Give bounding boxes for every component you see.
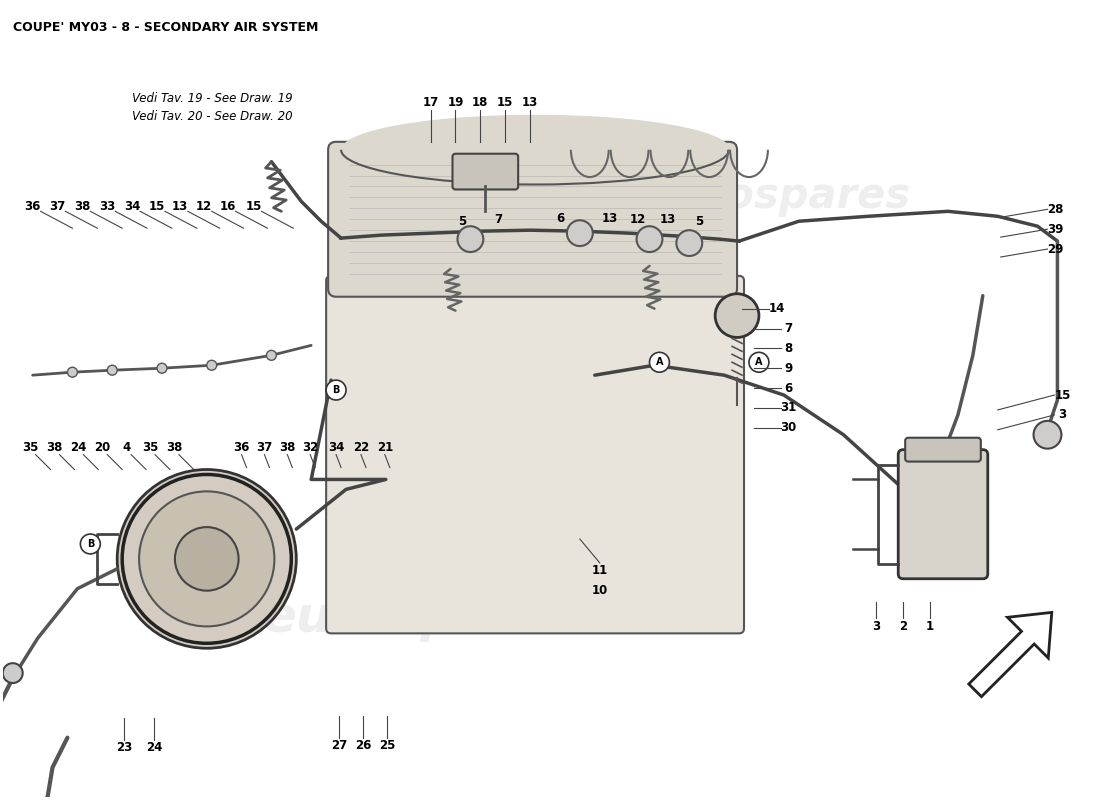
Text: Vedi Tav. 19 - See Draw. 19: Vedi Tav. 19 - See Draw. 19 bbox=[132, 92, 293, 105]
Circle shape bbox=[326, 380, 346, 400]
Text: 3: 3 bbox=[1058, 408, 1067, 422]
Circle shape bbox=[566, 220, 593, 246]
Circle shape bbox=[67, 367, 77, 377]
Text: 8: 8 bbox=[784, 342, 793, 355]
Text: 28: 28 bbox=[1047, 203, 1064, 216]
Text: 23: 23 bbox=[116, 741, 132, 754]
Text: 17: 17 bbox=[422, 95, 439, 109]
Text: 9: 9 bbox=[784, 362, 793, 374]
Circle shape bbox=[649, 352, 670, 372]
Text: 15: 15 bbox=[148, 200, 165, 213]
Text: 36: 36 bbox=[233, 441, 250, 454]
Text: 16: 16 bbox=[219, 200, 235, 213]
Text: 12: 12 bbox=[629, 213, 646, 226]
Text: 3: 3 bbox=[872, 620, 880, 633]
Text: 38: 38 bbox=[279, 441, 296, 454]
Circle shape bbox=[157, 363, 167, 373]
Text: 13: 13 bbox=[659, 213, 675, 226]
Text: 39: 39 bbox=[1047, 222, 1064, 236]
FancyBboxPatch shape bbox=[905, 438, 981, 462]
Text: eurospares: eurospares bbox=[263, 594, 579, 642]
Circle shape bbox=[175, 527, 239, 590]
Text: 30: 30 bbox=[781, 422, 796, 434]
Circle shape bbox=[715, 294, 759, 338]
Text: 38: 38 bbox=[46, 441, 63, 454]
FancyBboxPatch shape bbox=[326, 276, 744, 634]
Text: 11: 11 bbox=[592, 564, 608, 578]
Text: COUPE' MY03 - 8 - SECONDARY AIR SYSTEM: COUPE' MY03 - 8 - SECONDARY AIR SYSTEM bbox=[13, 21, 318, 34]
Circle shape bbox=[458, 226, 483, 252]
Text: 5: 5 bbox=[459, 214, 466, 228]
Text: 7: 7 bbox=[494, 213, 503, 226]
Text: 6: 6 bbox=[784, 382, 793, 394]
Text: 24: 24 bbox=[146, 741, 162, 754]
Circle shape bbox=[3, 663, 23, 683]
Text: 21: 21 bbox=[376, 441, 393, 454]
Text: 38: 38 bbox=[74, 200, 90, 213]
Text: 14: 14 bbox=[769, 302, 785, 315]
Circle shape bbox=[749, 352, 769, 372]
Text: 13: 13 bbox=[602, 212, 618, 225]
Circle shape bbox=[676, 230, 702, 256]
Text: 10: 10 bbox=[592, 584, 608, 597]
Text: 13: 13 bbox=[172, 200, 188, 213]
Circle shape bbox=[1034, 421, 1062, 449]
Text: 24: 24 bbox=[70, 441, 87, 454]
Circle shape bbox=[207, 360, 217, 370]
Text: 1: 1 bbox=[926, 620, 934, 633]
Text: 15: 15 bbox=[245, 200, 262, 213]
Text: Vedi Tav. 20 - See Draw. 20: Vedi Tav. 20 - See Draw. 20 bbox=[132, 110, 293, 123]
Text: 13: 13 bbox=[522, 95, 538, 109]
Text: 22: 22 bbox=[353, 441, 370, 454]
Text: 29: 29 bbox=[1047, 242, 1064, 255]
Text: 15: 15 bbox=[1054, 389, 1070, 402]
Circle shape bbox=[637, 226, 662, 252]
Text: 32: 32 bbox=[302, 441, 318, 454]
Text: 31: 31 bbox=[781, 402, 796, 414]
Text: 12: 12 bbox=[196, 200, 212, 213]
Circle shape bbox=[118, 470, 296, 648]
FancyBboxPatch shape bbox=[452, 154, 518, 190]
Text: 20: 20 bbox=[95, 441, 110, 454]
Text: 37: 37 bbox=[256, 441, 273, 454]
Text: 18: 18 bbox=[472, 95, 488, 109]
Text: 35: 35 bbox=[142, 441, 158, 454]
Text: 37: 37 bbox=[50, 200, 66, 213]
Text: 33: 33 bbox=[99, 200, 116, 213]
FancyBboxPatch shape bbox=[899, 450, 988, 578]
Text: 25: 25 bbox=[378, 739, 395, 752]
Text: B: B bbox=[332, 385, 340, 395]
Text: 35: 35 bbox=[22, 441, 38, 454]
Circle shape bbox=[266, 350, 276, 360]
Text: 15: 15 bbox=[497, 95, 514, 109]
Text: eurospares: eurospares bbox=[647, 175, 911, 218]
Text: 38: 38 bbox=[166, 441, 183, 454]
Text: 4: 4 bbox=[122, 441, 130, 454]
Text: B: B bbox=[87, 539, 94, 549]
Text: 7: 7 bbox=[784, 322, 793, 335]
Text: 5: 5 bbox=[695, 214, 703, 228]
Text: 34: 34 bbox=[328, 441, 344, 454]
Circle shape bbox=[107, 366, 118, 375]
FancyBboxPatch shape bbox=[328, 142, 737, 297]
Text: 36: 36 bbox=[24, 200, 41, 213]
Circle shape bbox=[80, 534, 100, 554]
Text: A: A bbox=[756, 358, 762, 367]
Text: 26: 26 bbox=[355, 739, 371, 752]
Text: A: A bbox=[656, 358, 663, 367]
Polygon shape bbox=[969, 613, 1052, 697]
Text: 6: 6 bbox=[556, 212, 564, 225]
Text: 34: 34 bbox=[124, 200, 141, 213]
Text: 27: 27 bbox=[331, 739, 348, 752]
Text: 19: 19 bbox=[448, 95, 464, 109]
Text: 2: 2 bbox=[899, 620, 907, 633]
Circle shape bbox=[139, 491, 274, 626]
